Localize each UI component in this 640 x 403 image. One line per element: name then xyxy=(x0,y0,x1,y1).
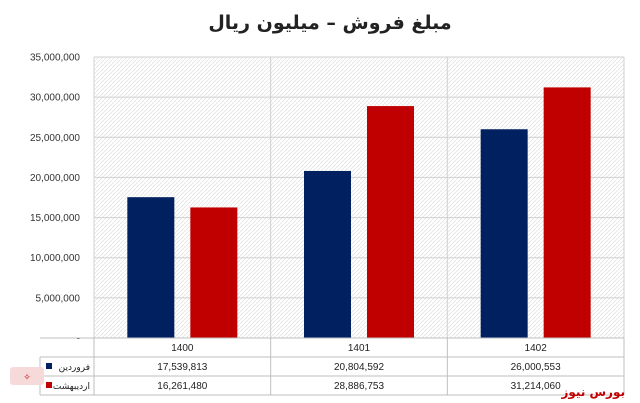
svg-text:✧: ✧ xyxy=(23,373,31,383)
y-tick-label: 15,000,000 xyxy=(30,213,80,224)
y-tick-label: 35,000,000 xyxy=(30,53,80,64)
grid xyxy=(93,56,625,339)
data-label: 28,886,753 xyxy=(334,381,384,392)
data-label: 20,804,592 xyxy=(334,362,384,373)
y-tick-label: 30,000,000 xyxy=(30,93,80,104)
legend-swatch xyxy=(46,363,52,369)
y-tick-label: 5,000,000 xyxy=(36,293,81,304)
category-label: 1402 xyxy=(525,343,548,354)
y-tick-label: 25,000,000 xyxy=(30,133,80,144)
category-label: 1401 xyxy=(348,343,371,354)
bar xyxy=(367,106,414,338)
bar xyxy=(543,87,591,338)
bar xyxy=(127,197,175,338)
data-label: 16,261,480 xyxy=(157,381,207,392)
bar xyxy=(304,170,351,338)
brand-logo-icon: ✧ xyxy=(10,367,44,385)
y-tick-label: 20,000,000 xyxy=(30,173,80,184)
data-table: 1400 1401 1402 فروردین 17,539,813 20,804,592 2… xyxy=(39,337,625,396)
bars xyxy=(127,87,591,338)
brand-text: بورس نیوز xyxy=(560,385,625,400)
legend-label: اردیبهشت xyxy=(53,382,90,392)
category-label: 1400 xyxy=(171,343,194,354)
y-tick-label: 10,000,000 xyxy=(30,253,80,264)
y-axis: - 5,000,000 10,000,000 15,000,000 20,000,000… xyxy=(30,53,80,345)
data-label: 26,000,553 xyxy=(511,362,561,373)
data-label: 17,539,813 xyxy=(157,362,207,373)
bar xyxy=(480,129,528,338)
legend-label: فروردین xyxy=(59,363,90,373)
data-label: 31,214,060 xyxy=(511,381,561,392)
chart-title: مبلغ فروش – میلیون ریال xyxy=(208,12,451,34)
legend-swatch xyxy=(46,382,52,388)
bar xyxy=(190,207,238,338)
y-tick-label: - xyxy=(77,334,80,345)
plot-area xyxy=(94,57,624,338)
